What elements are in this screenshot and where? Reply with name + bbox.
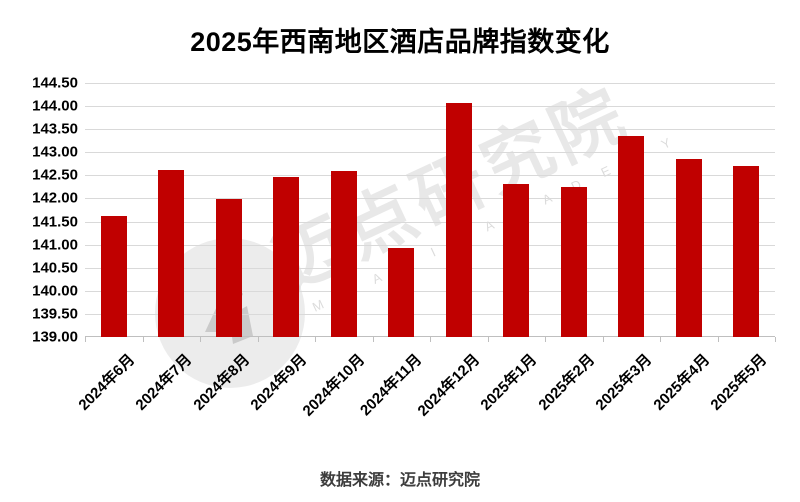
y-tick-label: 141.50 — [32, 213, 78, 231]
gridline — [85, 290, 775, 292]
y-tick-label: 142.50 — [32, 166, 78, 184]
gridline — [85, 267, 775, 269]
x-axis-tick — [372, 337, 374, 342]
plot-area — [85, 83, 775, 337]
y-tick-label: 142.00 — [32, 189, 78, 207]
bar — [330, 170, 357, 337]
gridline — [85, 106, 775, 108]
x-tick-label: 2025年1月 — [477, 351, 541, 414]
y-tick-label: 143.50 — [32, 120, 78, 138]
gridline — [85, 129, 775, 131]
x-axis-tick — [660, 337, 661, 342]
y-tick-label: 139.50 — [32, 305, 78, 323]
x-axis-tick — [85, 337, 86, 342]
y-tick-label: 144.00 — [32, 97, 78, 115]
x-tick-label: 2025年5月 — [707, 351, 771, 414]
x-axis-tick — [545, 337, 546, 342]
x-tick-label: 2025年3月 — [592, 351, 656, 414]
bar — [560, 187, 587, 337]
x-axis-line — [85, 336, 775, 337]
bar — [215, 198, 242, 337]
gridline — [85, 175, 775, 177]
gridline — [85, 244, 775, 246]
bar — [100, 216, 127, 337]
y-tick-label: 143.00 — [32, 143, 78, 161]
gridline — [85, 83, 775, 84]
x-axis-tick — [775, 337, 776, 342]
bar — [618, 135, 645, 337]
y-axis: 144.50 144.00 143.50 143.00 142.50 142.00 141.… — [0, 75, 78, 346]
x-axis-tick — [257, 337, 259, 342]
x-tick-label: 2025年2月 — [535, 351, 598, 414]
bar — [503, 184, 530, 337]
x-axis-tick — [142, 337, 144, 342]
bar — [158, 169, 185, 337]
y-tick-label: 144.50 — [32, 74, 78, 92]
x-axis-tick — [315, 337, 316, 342]
bar — [675, 158, 702, 337]
x-axis-tick — [717, 337, 719, 342]
x-tick-label: 2024年7月 — [132, 351, 196, 414]
gridline — [85, 221, 775, 223]
y-tick-label: 140.50 — [32, 259, 78, 277]
x-tick-label: 2024年12月 — [414, 351, 483, 420]
x-axis-tick — [430, 337, 431, 342]
chart-title: 2025年西南地区酒店品牌指数变化 — [190, 27, 610, 57]
bar — [733, 166, 760, 337]
bar — [445, 103, 472, 337]
x-axis-tick — [200, 337, 201, 342]
y-tick-label: 141.00 — [32, 236, 78, 254]
x-axis-tick — [602, 337, 604, 342]
gridline — [85, 198, 775, 200]
gridline — [85, 152, 775, 154]
bar — [273, 177, 300, 337]
x-tick-label: 2024年8月 — [190, 351, 253, 414]
x-axis-tick — [487, 337, 489, 342]
y-tick-label: 139.00 — [32, 328, 78, 346]
x-tick-label: 2025年4月 — [650, 351, 713, 414]
source-caption: 数据来源：迈点研究院 — [319, 472, 480, 489]
y-tick-label: 140.00 — [32, 282, 78, 300]
gridline — [85, 313, 775, 315]
x-axis: 2024年6月 2024年7月 2024年8月 2024年9月 2024年10月 2024… — [75, 337, 776, 437]
x-tick-label: 2024年6月 — [75, 351, 138, 414]
bar — [388, 247, 415, 337]
